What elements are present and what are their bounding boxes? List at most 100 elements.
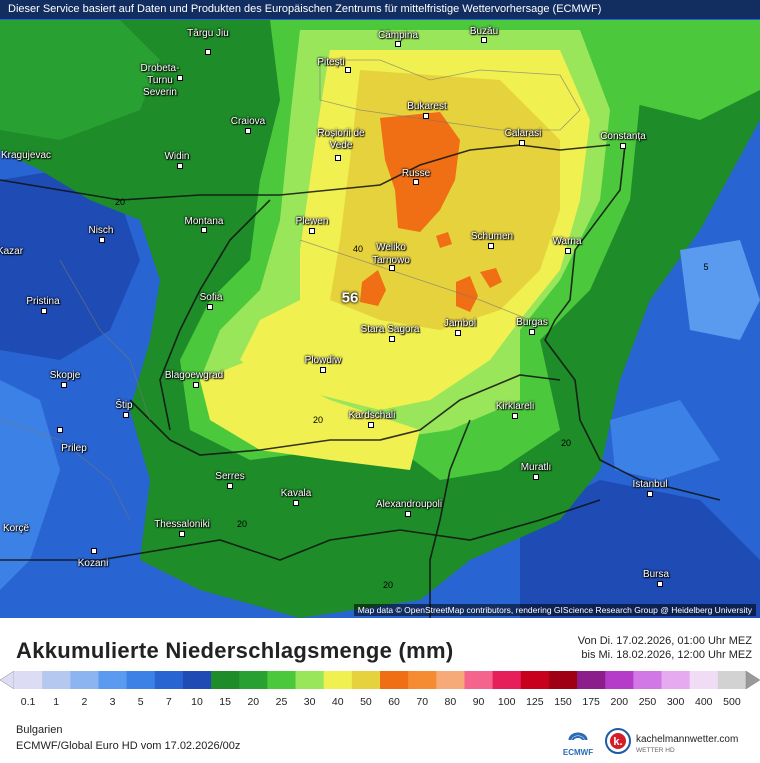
- city-dot: [565, 248, 571, 254]
- city-dot: [488, 243, 494, 249]
- scale-tick-label: 60: [388, 696, 400, 708]
- kachelmann-logo-sub: WETTER HD: [636, 747, 675, 754]
- city-dot: [519, 140, 525, 146]
- period-from: Von Di. 17.02.2026, 01:00 Uhr MEZ: [577, 635, 752, 647]
- city-label: Pristina: [26, 296, 60, 307]
- scale-swatch: [98, 671, 128, 689]
- scale-swatch: [211, 671, 240, 689]
- city-label: Pitești: [317, 57, 345, 68]
- city-label: Muratlı: [520, 462, 552, 473]
- isoline-label: 20: [114, 197, 126, 207]
- color-scale: [0, 670, 760, 690]
- city-dot: [423, 113, 429, 119]
- scale-swatch: [548, 671, 578, 689]
- scale-swatch: [717, 671, 747, 689]
- scale-tick-label: 3: [109, 696, 116, 708]
- city-dot: [620, 143, 626, 149]
- scale-swatch: [70, 671, 99, 689]
- scale-swatch: [182, 671, 212, 689]
- city-label: Thessaloniki: [154, 519, 210, 530]
- scale-tick-label: 125: [526, 696, 544, 708]
- city-label: Prilep: [61, 443, 87, 454]
- city-label: Plowdiw: [304, 355, 342, 366]
- scale-tick-label: 0.1: [20, 696, 36, 708]
- scale-tick-label: 10: [191, 696, 203, 708]
- city-label: Kardschali: [348, 410, 396, 421]
- city-dot: [179, 531, 185, 537]
- ecmwf-banner: Dieser Service basiert auf Daten und Pro…: [0, 0, 760, 19]
- isoline-label: 20: [312, 415, 324, 425]
- scale-tick-label: 70: [416, 696, 429, 708]
- city-dot: [320, 367, 326, 373]
- city-label: Kazar: [0, 246, 24, 257]
- kachelmannwetter-logo[interactable]: k. kachelmannwetter.com WETTER HD: [604, 724, 754, 758]
- scale-tick-label: 300: [666, 696, 685, 708]
- legend-title: Akkumulierte Niederschlagsmenge (mm): [16, 638, 454, 663]
- scale-swatch: [239, 671, 268, 689]
- scale-tick-label: 80: [444, 696, 457, 708]
- city-label: Burgas: [516, 317, 548, 328]
- city-dot: [389, 336, 395, 342]
- scale-swatch: [351, 671, 381, 689]
- scale-swatch: [295, 671, 325, 689]
- scale-swatch: [126, 671, 156, 689]
- period-to: bis Mi. 18.02.2026, 12:00 Uhr MEZ: [581, 649, 752, 661]
- city-label: Sofia: [199, 292, 223, 303]
- scale-tick-label: 1: [53, 696, 60, 708]
- city-label: Kragujevac: [0, 150, 52, 161]
- scale-swatch: [464, 671, 494, 689]
- city-dot: [123, 412, 129, 418]
- city-label: Craiova: [230, 116, 266, 127]
- city-dot: [395, 41, 401, 47]
- city-dot: [99, 237, 105, 243]
- city-label: Jambol: [443, 318, 477, 329]
- city-label: Warna: [552, 236, 582, 247]
- city-dot: [227, 483, 233, 489]
- city-label: Russe: [401, 168, 431, 179]
- scale-swatch: [520, 671, 550, 689]
- scale-swatch: [577, 671, 606, 689]
- city-label: Kavala: [280, 488, 312, 499]
- city-dot: [345, 67, 351, 73]
- map-attribution[interactable]: Map data © OpenStreetMap contributors, r…: [353, 604, 756, 616]
- city-dot: [205, 49, 211, 55]
- precipitation-field: [0, 20, 760, 618]
- scale-ticks: 0.1 1 2 3 5 7 10 15 20 25 30 40 50 60 70 80 90 100 125 150 1…: [0, 696, 760, 710]
- kachelmann-logo-icon: k. kachelmannwetter.com WETTER HD: [605, 728, 738, 754]
- city-dot: [389, 265, 395, 271]
- scale-tick-label: 40: [331, 696, 344, 708]
- city-dot: [207, 304, 213, 310]
- isoline-label: 20: [236, 519, 248, 529]
- city-dot: [309, 228, 315, 234]
- city-label: Skopje: [49, 370, 81, 381]
- region-label: Bulgarien: [16, 724, 63, 736]
- city-label: Blagoewgrad: [164, 370, 224, 381]
- precipitation-map[interactable]: Dieser Service basiert auf Daten und Pro…: [0, 0, 760, 618]
- scale-tick-label: 175: [582, 696, 600, 708]
- scale-swatch: [633, 671, 663, 689]
- isoline-label: 20: [382, 580, 394, 590]
- city-dot: [177, 75, 183, 81]
- city-dot: [455, 330, 461, 336]
- city-label: Kozani: [77, 558, 109, 569]
- city-label: Stara Sagora: [360, 324, 420, 335]
- city-dot: [57, 427, 63, 433]
- city-dot: [529, 329, 535, 335]
- scale-tick-label: 250: [638, 696, 657, 708]
- scale-tick-label: 2: [81, 696, 88, 708]
- city-label: Câmpina: [377, 30, 419, 41]
- ecmwf-logo[interactable]: ECMWF: [556, 728, 600, 758]
- ecmwf-logo-text: ECMWF: [563, 748, 593, 757]
- city-dot: [335, 155, 341, 161]
- isoline-label: 40: [352, 244, 364, 254]
- max-value-marker: 56: [341, 289, 359, 307]
- city-label: Serres: [215, 471, 245, 482]
- scale-swatch: [408, 671, 437, 689]
- scale-tick-label: 30: [303, 696, 316, 708]
- city-dot: [413, 179, 419, 185]
- isoline-label: 20: [560, 438, 572, 448]
- city-dot: [177, 163, 183, 169]
- city-label: Widin: [164, 151, 190, 162]
- scale-swatch: [436, 671, 465, 689]
- city-label: Bursa: [642, 569, 670, 580]
